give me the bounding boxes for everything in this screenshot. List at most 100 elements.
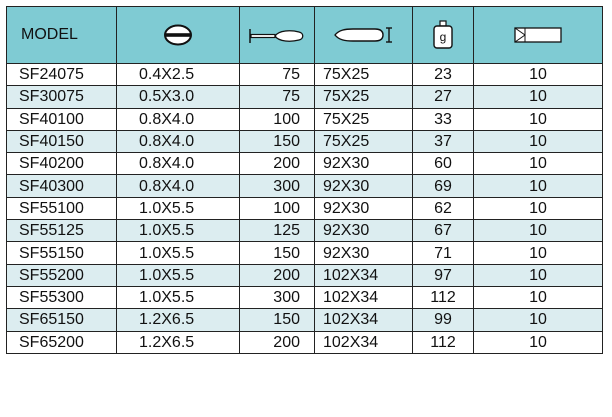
pack-qty-cell: 10: [473, 285, 603, 310]
model-cell: SF30075: [6, 85, 117, 109]
weight-cell: 62: [412, 196, 474, 221]
tip-size-cell: 0.8X4.0: [116, 152, 240, 176]
box-quantity-icon: [513, 25, 563, 45]
model-cell: SF24075: [6, 62, 117, 87]
pack-qty-cell: 10: [473, 129, 603, 154]
handle-column-header: [314, 6, 413, 64]
length-cell: 150: [239, 129, 315, 154]
weight-cell: 37: [412, 129, 474, 154]
pack-qty-cell: 10: [473, 174, 603, 198]
weight-cell: 60: [412, 152, 474, 176]
tip-size-cell: 1.2X6.5: [116, 330, 240, 354]
weight-cell: 97: [412, 263, 474, 287]
pack-column-header: [473, 6, 603, 64]
tip-size-cell: 1.0X5.5: [116, 263, 240, 287]
handle-size-cell: 75X25: [314, 62, 413, 87]
pack-qty-cell: 10: [473, 196, 603, 221]
tip-size-cell: 1.0X5.5: [116, 285, 240, 310]
length-cell: 125: [239, 219, 315, 243]
length-cell: 100: [239, 107, 315, 131]
pack-qty-cell: 10: [473, 263, 603, 287]
table-row: SF40100 0.8X4.0 100 75X25 33 10: [6, 107, 603, 131]
table-row: SF55125 1.0X5.5 125 92X30 67 10: [6, 219, 603, 243]
length-cell: 300: [239, 174, 315, 198]
spec-table-body: SF24075 0.4X2.5 75 75X25 23 10 SF30075 0.5X3.0 7…: [6, 62, 603, 354]
table-row: SF40300 0.8X4.0 300 92X30 69 10: [6, 174, 603, 198]
length-cell: 200: [239, 330, 315, 354]
length-cell: 200: [239, 152, 315, 176]
length-cell: 150: [239, 241, 315, 265]
handle-size-cell: 75X25: [314, 129, 413, 154]
table-row: SF65150 1.2X6.5 150 102X34 99 10: [6, 308, 603, 332]
table-row: SF55100 1.0X5.5 100 92X30 62 10: [6, 196, 603, 221]
weight-column-header: g: [412, 6, 474, 64]
handle-size-cell: 92X30: [314, 241, 413, 265]
weight-cell: 33: [412, 107, 474, 131]
weight-cell: 67: [412, 219, 474, 243]
pack-qty-cell: 10: [473, 241, 603, 265]
weight-cell: 69: [412, 174, 474, 198]
slotted-tip-icon: [163, 24, 193, 46]
handle-size-cell: 92X30: [314, 174, 413, 198]
length-column-header: [239, 6, 315, 64]
pack-qty-cell: 10: [473, 219, 603, 243]
tip-size-cell: 0.8X4.0: [116, 174, 240, 198]
header-row: MODEL: [6, 6, 603, 64]
table-row: SF55150 1.0X5.5 150 92X30 71 10: [6, 241, 603, 265]
weight-cell: 71: [412, 241, 474, 265]
model-cell: SF55150: [6, 241, 117, 265]
tip-size-cell: 0.5X3.0: [116, 85, 240, 109]
length-cell: 100: [239, 196, 315, 221]
model-cell: SF40150: [6, 129, 117, 154]
model-cell: SF55300: [6, 285, 117, 310]
model-cell: SF65200: [6, 330, 117, 354]
tip-column-header: [116, 6, 240, 64]
handle-size-cell: 92X30: [314, 219, 413, 243]
handle-size-cell: 92X30: [314, 196, 413, 221]
model-cell: SF55100: [6, 196, 117, 221]
table-row: SF24075 0.4X2.5 75 75X25 23 10: [6, 62, 603, 87]
table-row: SF65200 1.2X6.5 200 102X34 112 10: [6, 330, 603, 354]
model-column-header: MODEL: [6, 6, 117, 64]
tip-size-cell: 1.0X5.5: [116, 219, 240, 243]
spec-table: MODEL: [6, 6, 603, 354]
table-row: SF40200 0.8X4.0 200 92X30 60 10: [6, 152, 603, 176]
table-row: SF55200 1.0X5.5 200 102X34 97 10: [6, 263, 603, 287]
handle-size-cell: 102X34: [314, 285, 413, 310]
model-cell: SF55125: [6, 219, 117, 243]
tip-size-cell: 0.8X4.0: [116, 107, 240, 131]
pack-qty-cell: 10: [473, 152, 603, 176]
weight-cell: 112: [412, 285, 474, 310]
model-cell: SF40100: [6, 107, 117, 131]
length-cell: 75: [239, 85, 315, 109]
table-row: SF30075 0.5X3.0 75 75X25 27 10: [6, 85, 603, 109]
model-cell: SF40300: [6, 174, 117, 198]
length-cell: 300: [239, 285, 315, 310]
handle-size-cell: 75X25: [314, 85, 413, 109]
tip-size-cell: 1.2X6.5: [116, 308, 240, 332]
weight-cell: 27: [412, 85, 474, 109]
weight-cell: 23: [412, 62, 474, 87]
pack-qty-cell: 10: [473, 107, 603, 131]
handle-size-cell: 102X34: [314, 263, 413, 287]
tip-size-cell: 0.4X2.5: [116, 62, 240, 87]
handle-size-cell: 75X25: [314, 107, 413, 131]
screwdriver-length-icon: [249, 27, 305, 45]
pack-qty-cell: 10: [473, 330, 603, 354]
length-cell: 200: [239, 263, 315, 287]
handle-size-icon: [333, 24, 395, 46]
model-cell: SF40200: [6, 152, 117, 176]
length-cell: 150: [239, 308, 315, 332]
pack-qty-cell: 10: [473, 62, 603, 87]
weight-cell: 99: [412, 308, 474, 332]
table-row: SF40150 0.8X4.0 150 75X25 37 10: [6, 129, 603, 154]
handle-size-cell: 102X34: [314, 330, 413, 354]
tip-size-cell: 1.0X5.5: [116, 196, 240, 221]
handle-size-cell: 102X34: [314, 308, 413, 332]
model-cell: SF65150: [6, 308, 117, 332]
weight-icon: g: [432, 20, 454, 50]
weight-unit-label: g: [439, 30, 447, 44]
table-row: SF55300 1.0X5.5 300 102X34 112 10: [6, 285, 603, 310]
model-cell: SF55200: [6, 263, 117, 287]
length-cell: 75: [239, 62, 315, 87]
